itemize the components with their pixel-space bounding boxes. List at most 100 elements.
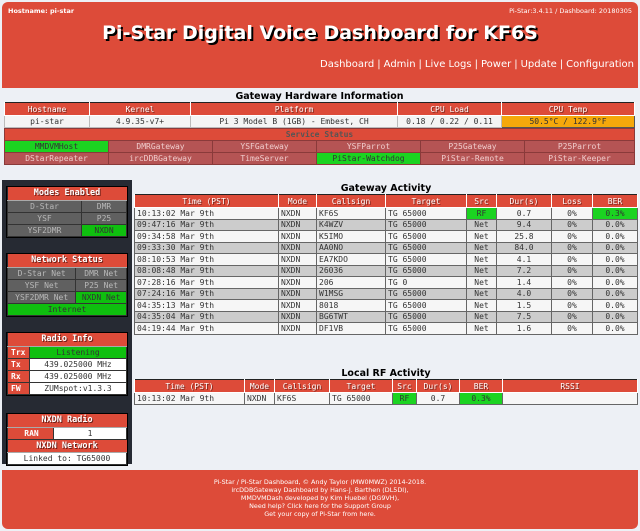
cell-target: TG 0 — [385, 276, 467, 289]
callsign-link[interactable]: K4WZV — [316, 218, 386, 231]
col-target: Target — [329, 379, 393, 393]
footer-copyright: Pi-Star / Pi-Star Dashboard, © Andy Tayl… — [213, 478, 427, 486]
nav-dashboard[interactable]: Dashboard — [320, 59, 375, 70]
cell-ber: 0.3% — [592, 207, 638, 220]
nav-update[interactable]: Update — [520, 59, 557, 70]
tx-label: Tx — [7, 357, 30, 371]
cell-src: Net — [466, 218, 497, 231]
col-hostname: Hostname — [4, 102, 90, 116]
fw-value: ZUMspot:v1.3.3 — [29, 381, 127, 395]
nav-separator: | — [474, 59, 478, 70]
col-mode: Mode — [278, 194, 317, 208]
modes-enabled-panel: Modes Enabled D-Star DMR YSF P25 YSF2DMR NX… — [6, 186, 128, 238]
callsign-link[interactable]: K5IMO — [316, 230, 386, 243]
cell-mode: NXDN — [278, 287, 317, 300]
cell-src: Net — [466, 264, 497, 277]
sidebar: Modes Enabled D-Star DMR YSF P25 YSF2DMR NX… — [2, 180, 132, 466]
mode-ysf2dmr: YSF2DMR — [6, 223, 83, 237]
support-group-link[interactable]: Need help? Click here for the Support Gr… — [249, 502, 391, 510]
nav-live-logs[interactable]: Live Logs — [424, 59, 472, 70]
cell-target: TG 65000 — [385, 218, 467, 231]
net-nxdn: NXDN Net — [75, 290, 127, 304]
cell-loss: 0% — [551, 287, 593, 300]
cell-time: 10:13:02 Mar 9th — [134, 207, 279, 220]
callsign-link[interactable]: KF6S — [316, 207, 386, 220]
hardware-section: Gateway Hardware Information Hostname Ke… — [4, 91, 635, 165]
cell-dur: 9.4 — [496, 218, 552, 231]
cell-dur: 4.1 — [496, 253, 552, 266]
col-time: Time (PST) — [134, 379, 245, 393]
service-ysfgateway: YSFGateway — [212, 139, 317, 153]
linked-to-value: Linked to: TG65000 — [7, 451, 127, 465]
service-status-table: Service Status MMDVMHost DMRGateway YSFG… — [4, 127, 635, 165]
gateway-activity-section: Gateway Activity Time (PST) Mode Callsig… — [134, 183, 638, 335]
ran-label: RAN — [7, 426, 54, 440]
table-row: 09:47:16 Mar 9th NXDN K4WZV TG 65000 Net 9.4 0… — [134, 218, 638, 231]
net-internet: Internet — [7, 302, 127, 316]
net-ysf: YSF Net — [6, 278, 77, 292]
cpu-load-value: 0.18 / 0.22 / 0.11 — [397, 115, 502, 128]
cell-src: Net — [466, 241, 497, 254]
mode-nxdn: NXDN — [81, 223, 127, 237]
header: Hostname: pi-star Pi-Star:3.4.11 / Dashb… — [2, 2, 638, 88]
cell-dur: 7.5 — [496, 310, 552, 323]
cell-loss: 0% — [551, 310, 593, 323]
cell-src: Net — [466, 322, 497, 335]
service-timeserver: TimeServer — [212, 151, 317, 165]
cell-loss: 0% — [551, 230, 593, 243]
cell-time: 10:13:02 Mar 9th — [134, 392, 245, 405]
hardware-title: Gateway Hardware Information — [235, 91, 404, 102]
platform-value: Pi 3 Model B (1GB) - Embest, CH — [190, 115, 398, 128]
callsign-link[interactable]: 26036 — [316, 264, 386, 277]
cell-time: 09:33:30 Mar 9th — [134, 241, 279, 254]
nav-separator: | — [418, 59, 422, 70]
cell-time: 04:35:13 Mar 9th — [134, 299, 279, 312]
nav-separator: | — [514, 59, 518, 70]
cell-time: 08:08:48 Mar 9th — [134, 264, 279, 277]
nav-power[interactable]: Power — [480, 59, 512, 70]
nav-admin[interactable]: Admin — [383, 59, 416, 70]
cell-loss: 0% — [551, 253, 593, 266]
cell-src: Net — [466, 310, 497, 323]
get-pistar-link[interactable]: Get your copy of Pi-Star from here. — [264, 510, 376, 518]
cell-target: TG 65000 — [385, 253, 467, 266]
cell-mode: NXDN — [244, 392, 275, 405]
cell-loss: 0% — [551, 218, 593, 231]
table-row: 10:13:02 Mar 9th NXDN KF6S TG 65000 RF 0.7 0% 0… — [134, 207, 638, 220]
callsign-link[interactable]: KF6S — [274, 392, 330, 405]
table-row: 07:24:16 Mar 9th NXDN W1MSG TG 65000 Net 4.0 0… — [134, 287, 638, 300]
modes-title: Modes Enabled — [7, 187, 127, 201]
radio-info-title: Radio Info — [7, 333, 127, 347]
callsign-link[interactable]: BG6TWT — [316, 310, 386, 323]
net-dmr: DMR Net — [75, 266, 127, 280]
service-ysfparrot: YSFParrot — [316, 139, 421, 153]
callsign-link[interactable]: DF1VB — [316, 322, 386, 335]
callsign-link[interactable]: W1MSG — [316, 287, 386, 300]
service-status-title: Service Status — [4, 127, 635, 141]
col-mode: Mode — [244, 379, 275, 393]
cell-src: Net — [466, 287, 497, 300]
top-nav: Dashboard | Admin | Live Logs | Power | Update | C… — [320, 59, 634, 70]
cell-dur: 7.2 — [496, 264, 552, 277]
col-target: Target — [385, 194, 467, 208]
fw-label: FW — [7, 381, 30, 395]
callsign-link[interactable]: AA0NO — [316, 241, 386, 254]
cell-mode: NXDN — [278, 241, 317, 254]
cell-loss: 0% — [551, 264, 593, 277]
nxdn-radio-title: NXDN Radio — [7, 414, 127, 428]
cell-rssi — [502, 392, 638, 405]
callsign-link[interactable]: 8018 — [316, 299, 386, 312]
col-cpu-temp: CPU Temp — [501, 102, 635, 116]
hardware-table: Hostname Kernel Platform CPU Load CPU Te… — [4, 102, 635, 128]
cell-ber: 0.0% — [592, 322, 638, 335]
table-row: 04:35:04 Mar 9th NXDN BG6TWT TG 65000 Net 7.5… — [134, 310, 638, 323]
net-p25: P25 Net — [75, 278, 127, 292]
nav-configuration[interactable]: Configuration — [566, 59, 634, 70]
callsign-link[interactable]: 206 — [316, 276, 386, 289]
cell-target: TG 65000 — [385, 299, 467, 312]
col-ber: BER — [459, 379, 503, 393]
net-ysf2dmr: YSF2DMR Net — [6, 290, 77, 304]
cell-src: RF — [466, 207, 497, 220]
col-dur: Dur(s) — [496, 194, 552, 208]
callsign-link[interactable]: EA7KDO — [316, 253, 386, 266]
